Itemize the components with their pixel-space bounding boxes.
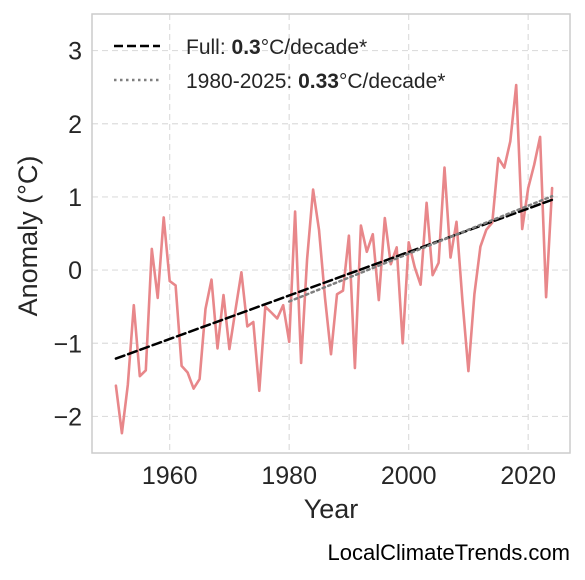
- y-tick-label: 0: [68, 257, 82, 285]
- anomaly-series-line: [114, 83, 554, 435]
- y-axis-label: Anomaly (°C): [13, 156, 43, 317]
- y-tick-label: −1: [53, 330, 82, 358]
- legend-recent-rate: 0.33: [298, 70, 339, 93]
- legend-full-rate: 0.3: [232, 36, 261, 59]
- legend-full-unit: °C/decade*: [261, 36, 367, 59]
- recent-trend-line: [287, 194, 554, 303]
- x-axis-label: Year: [304, 494, 359, 524]
- legend-recent-unit: °C/decade*: [339, 70, 445, 93]
- x-tick-label: 1980: [261, 462, 317, 490]
- x-tick-label: 1960: [142, 462, 198, 490]
- legend-entry-recent-trend: 1980-2025: 0.33°C/decade*: [186, 70, 445, 93]
- tick-labels: 1960 1980 2000 2020 −2 −1 0 1 2 3: [53, 38, 556, 490]
- legend: Full: 0.3°C/decade* 1980-2025: 0.33°C/de…: [114, 36, 445, 93]
- y-tick-label: 2: [68, 111, 82, 139]
- y-tick-label: −2: [53, 403, 82, 431]
- legend-full-prefix: Full:: [186, 36, 232, 59]
- plot-series: [114, 83, 554, 435]
- legend-entry-full-trend: Full: 0.3°C/decade*: [186, 36, 367, 59]
- site-watermark: LocalClimateTrends.com: [328, 540, 571, 565]
- y-tick-label: 3: [68, 38, 82, 66]
- x-tick-label: 2000: [381, 462, 437, 490]
- legend-recent-prefix: 1980-2025:: [186, 70, 298, 93]
- grid-lines: [92, 14, 570, 453]
- plot-frame: [91, 13, 571, 454]
- y-tick-label: 1: [68, 184, 82, 212]
- x-tick-label: 2020: [500, 462, 556, 490]
